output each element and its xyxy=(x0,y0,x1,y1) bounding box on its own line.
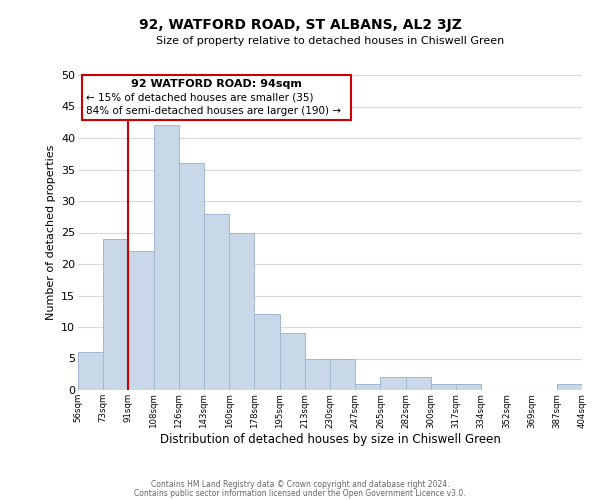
Text: 92, WATFORD ROAD, ST ALBANS, AL2 3JZ: 92, WATFORD ROAD, ST ALBANS, AL2 3JZ xyxy=(139,18,461,32)
Bar xyxy=(154,126,179,390)
Bar xyxy=(406,378,431,390)
Bar xyxy=(330,358,355,390)
Bar xyxy=(78,352,103,390)
Bar xyxy=(305,358,330,390)
Bar xyxy=(229,232,254,390)
Bar xyxy=(355,384,380,390)
Bar xyxy=(582,384,600,390)
Title: Size of property relative to detached houses in Chiswell Green: Size of property relative to detached ho… xyxy=(156,36,504,46)
Bar xyxy=(431,384,456,390)
Bar xyxy=(456,384,481,390)
Text: Contains public sector information licensed under the Open Government Licence v3: Contains public sector information licen… xyxy=(134,489,466,498)
X-axis label: Distribution of detached houses by size in Chiswell Green: Distribution of detached houses by size … xyxy=(160,433,500,446)
Text: 92 WATFORD ROAD: 94sqm: 92 WATFORD ROAD: 94sqm xyxy=(131,80,302,90)
Bar xyxy=(380,378,406,390)
Bar xyxy=(128,252,154,390)
Bar xyxy=(557,384,582,390)
Text: Contains HM Land Registry data © Crown copyright and database right 2024.: Contains HM Land Registry data © Crown c… xyxy=(151,480,449,489)
Bar xyxy=(280,334,305,390)
FancyBboxPatch shape xyxy=(82,75,352,120)
Bar xyxy=(103,239,128,390)
Y-axis label: Number of detached properties: Number of detached properties xyxy=(46,145,56,320)
Bar xyxy=(254,314,280,390)
Bar xyxy=(179,163,204,390)
Text: ← 15% of detached houses are smaller (35): ← 15% of detached houses are smaller (35… xyxy=(86,92,313,102)
Bar xyxy=(204,214,229,390)
Text: 84% of semi-detached houses are larger (190) →: 84% of semi-detached houses are larger (… xyxy=(86,106,341,117)
